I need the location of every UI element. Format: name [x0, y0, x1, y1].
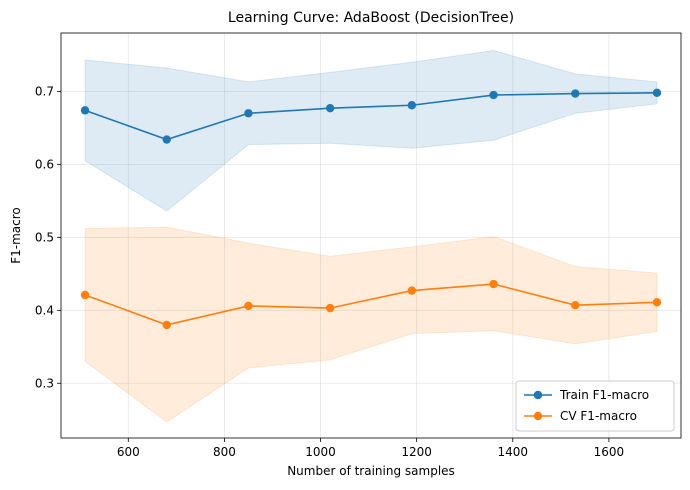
grid-lines	[61, 33, 681, 438]
series-line-0	[84, 92, 657, 141]
data-point	[162, 320, 171, 330]
legend-marker	[533, 411, 543, 421]
legend-entry: Train F1-macro	[559, 388, 649, 402]
data-point	[407, 286, 417, 295]
data-point	[244, 109, 253, 118]
legend-entry: CV F1-macro	[560, 409, 637, 423]
y-tick-label: 0.7	[35, 84, 54, 98]
y-axis-ticks: 0.3 0.4 0.5 0.6 0.7	[35, 84, 61, 390]
std-band-series-1	[84, 226, 658, 423]
data-point	[652, 88, 662, 98]
y-tick-label: 0.6	[35, 157, 54, 171]
legend-marker	[533, 390, 543, 400]
data-point	[407, 101, 417, 110]
data-point	[162, 135, 171, 144]
y-tick-label: 0.4	[35, 303, 54, 317]
legend: Train F1-macro CV F1-macro	[515, 380, 675, 432]
series-lines	[84, 92, 657, 326]
plot-frame	[60, 32, 682, 439]
data-point	[244, 301, 253, 311]
data-point	[489, 90, 498, 100]
data-point	[571, 89, 580, 98]
data-point	[80, 106, 90, 115]
std-band-series-0	[84, 50, 658, 212]
x-axis-label: Number of training samples	[287, 464, 455, 478]
x-tick-label: 1200	[401, 445, 432, 459]
chart-title: Learning Curve: AdaBoost (DecisionTree)	[228, 10, 514, 26]
legend-box	[515, 380, 675, 432]
x-tick-label: 600	[117, 445, 140, 459]
data-point	[325, 103, 335, 113]
y-tick-label: 0.3	[35, 376, 54, 390]
y-axis-label: F1-macro	[9, 207, 23, 264]
data-point	[325, 303, 335, 313]
series-line-1	[84, 283, 657, 326]
data-point	[571, 300, 580, 310]
x-tick-label: 1000	[305, 445, 336, 459]
data-point	[489, 279, 498, 289]
data-point	[80, 290, 90, 300]
std-bands	[84, 50, 658, 423]
y-tick-label: 0.5	[35, 230, 54, 244]
x-axis-ticks: 600 800 1000 1200 1400 1600	[117, 438, 624, 459]
x-tick-label: 800	[213, 445, 236, 459]
series-points	[80, 88, 662, 330]
x-tick-label: 1600	[594, 445, 625, 459]
x-tick-label: 1400	[498, 445, 529, 459]
data-point	[652, 298, 662, 307]
